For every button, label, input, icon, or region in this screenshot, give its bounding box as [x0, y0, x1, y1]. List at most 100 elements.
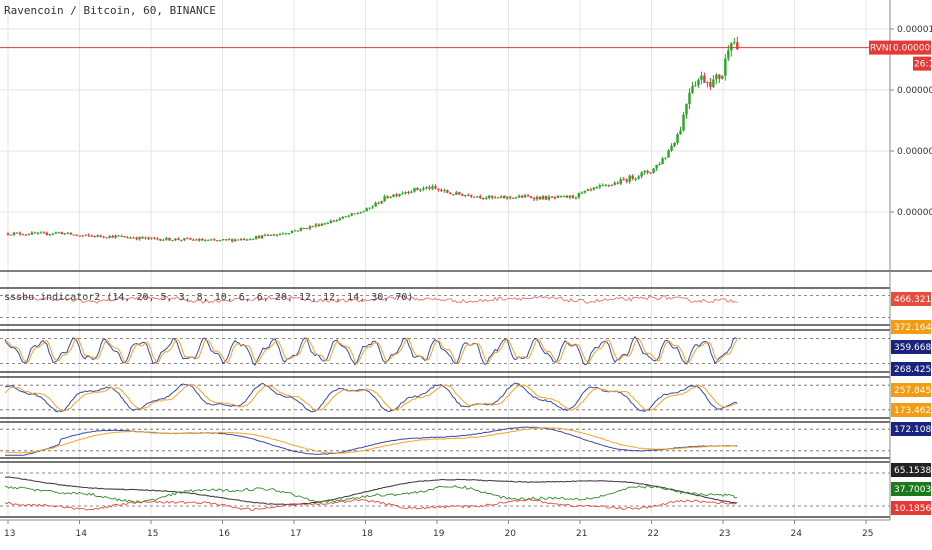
- last-price-badge: 0.00000939: [893, 44, 932, 54]
- candle-body: [473, 196, 476, 198]
- candle-body: [682, 114, 685, 131]
- candle-body: [245, 239, 249, 241]
- candle-body: [559, 195, 563, 197]
- candle-body: [201, 239, 204, 241]
- candle-body: [6, 233, 10, 235]
- candle-body: [556, 196, 560, 198]
- candle-body: [625, 179, 628, 182]
- candle-body: [511, 197, 515, 199]
- candle-body: [565, 195, 569, 198]
- indicator-badge-bg: [891, 340, 931, 354]
- candle-body: [359, 212, 362, 214]
- candle-body: [30, 232, 34, 235]
- candle-body: [604, 184, 607, 186]
- candle-body: [721, 75, 724, 79]
- candle-body: [114, 235, 117, 238]
- candle-body: [186, 238, 189, 240]
- candle-body: [117, 235, 120, 237]
- indicator-badge: 268.4254: [894, 365, 932, 375]
- series-pane3-orange: [4, 383, 738, 412]
- candle-body: [123, 236, 126, 238]
- candle-body: [326, 223, 330, 225]
- candle-body: [592, 187, 596, 190]
- candle-body: [499, 196, 503, 198]
- countdown-badge-bg: [913, 56, 931, 71]
- candle-body: [132, 237, 135, 239]
- candle-body: [440, 189, 443, 192]
- indicator-badge-bg: [891, 501, 931, 515]
- candle-body: [667, 150, 670, 158]
- candle-body: [505, 196, 509, 199]
- candle-body: [332, 220, 335, 222]
- candle-body: [470, 195, 473, 197]
- candle-body: [102, 236, 105, 238]
- candle-body: [177, 238, 180, 240]
- candle-body: [622, 179, 625, 181]
- candle-body: [646, 170, 649, 173]
- candle-body: [712, 79, 715, 87]
- x-tick-label: 19: [433, 529, 445, 539]
- candle-body: [410, 191, 413, 193]
- candle-body: [54, 232, 58, 234]
- candle-body: [15, 232, 19, 234]
- candle-body: [21, 234, 25, 236]
- candle-body: [401, 193, 404, 195]
- candle-body: [84, 234, 87, 236]
- y-tick-label: 0.00000600: [897, 147, 932, 157]
- candle-body: [45, 232, 49, 235]
- candle-body: [407, 192, 410, 194]
- candle-body: [362, 211, 365, 213]
- candle-body: [299, 228, 303, 231]
- candle-body: [694, 85, 697, 87]
- candle-body: [36, 232, 40, 234]
- candle-body: [239, 238, 243, 240]
- candle-body: [595, 187, 599, 189]
- candle-body: [431, 186, 434, 189]
- candle-body: [601, 185, 604, 187]
- candle-body: [458, 192, 461, 195]
- candle-body: [48, 234, 52, 236]
- candle-body: [350, 213, 353, 216]
- candle-body: [314, 224, 318, 227]
- candle-body: [455, 192, 458, 195]
- candle-body: [353, 213, 356, 215]
- candle-body: [308, 226, 312, 229]
- candle-body: [413, 187, 416, 192]
- candle-body: [230, 239, 234, 242]
- candle-body: [72, 234, 75, 236]
- countdown-badge: 26:14: [914, 60, 932, 70]
- x-tick-label: 24: [791, 529, 803, 539]
- candle-body: [571, 195, 575, 198]
- indicator-badge-bg: [891, 362, 931, 376]
- candle-body: [329, 220, 333, 224]
- candle-body: [66, 232, 69, 234]
- candle-body: [60, 232, 64, 235]
- candle-body: [715, 74, 718, 80]
- candle-body: [210, 239, 213, 241]
- candle-body: [658, 164, 661, 166]
- indicator-badge: 37.7003: [894, 485, 931, 495]
- candle-body: [174, 238, 177, 241]
- indicator-badge: 372.1645: [894, 323, 932, 333]
- candle-body: [120, 236, 123, 238]
- x-tick-label: 25: [862, 529, 873, 539]
- candle-body: [496, 197, 500, 199]
- candle-body: [652, 168, 655, 173]
- candle-body: [613, 182, 616, 185]
- candle-body: [144, 237, 147, 239]
- candle-body: [574, 197, 578, 199]
- candle-body: [75, 234, 78, 236]
- candle-body: [233, 239, 237, 242]
- candle-body: [222, 239, 225, 241]
- series-pane2-blue: [4, 335, 738, 366]
- candle-body: [736, 42, 739, 50]
- candle-body: [311, 226, 315, 228]
- candle-body: [260, 235, 264, 239]
- candle-body: [544, 196, 548, 200]
- y-tick-label: 0.00000800: [897, 86, 932, 96]
- candle-body: [9, 234, 13, 236]
- candle-body: [204, 240, 207, 242]
- candle-body: [129, 237, 132, 239]
- candle-body: [446, 190, 449, 193]
